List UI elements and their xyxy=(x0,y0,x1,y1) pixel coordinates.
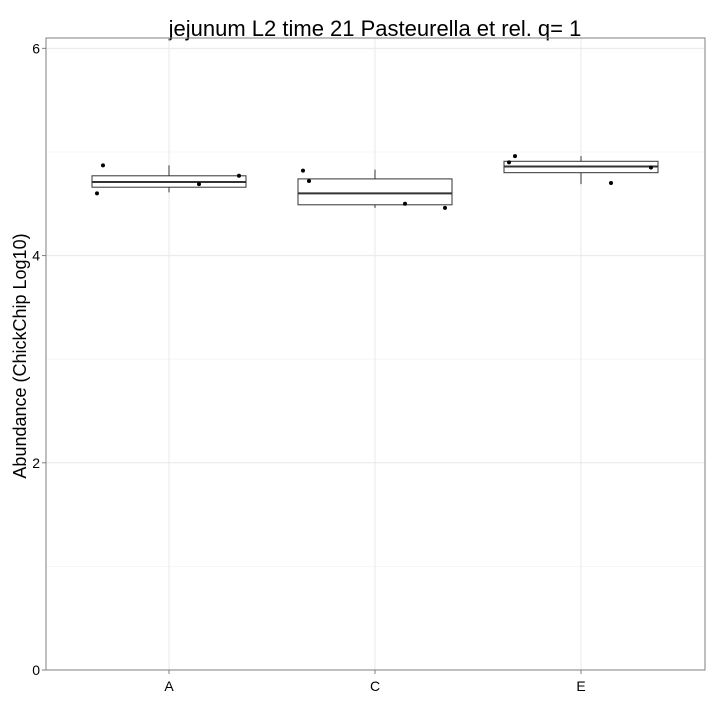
data-points xyxy=(95,154,653,210)
data-point xyxy=(237,173,241,178)
boxes xyxy=(91,156,659,208)
axis-ticks: 0 2 4 6 A C E xyxy=(32,40,585,694)
box-E xyxy=(503,156,659,185)
y-tick-label: 2 xyxy=(32,455,40,471)
data-point xyxy=(101,163,105,168)
chart-title: jejunum L2 time 21 Pasteurella et rel. q… xyxy=(168,16,582,41)
box-C xyxy=(297,169,453,208)
x-tick-label: C xyxy=(370,678,380,694)
data-point xyxy=(649,165,653,170)
y-tick-label: 0 xyxy=(32,662,40,678)
y-tick-label: 6 xyxy=(32,40,40,56)
data-point xyxy=(301,168,305,173)
data-point xyxy=(507,160,511,165)
x-tick-label: E xyxy=(576,678,585,694)
data-point xyxy=(95,191,99,196)
box-A xyxy=(91,165,247,193)
box-body xyxy=(297,178,453,206)
data-point xyxy=(197,182,201,187)
data-point xyxy=(443,205,447,210)
data-point xyxy=(403,201,407,206)
data-point xyxy=(513,154,517,159)
x-tick-label: A xyxy=(164,678,174,694)
data-point xyxy=(307,178,311,183)
y-axis-label: Abundance (ChickChip Log10) xyxy=(10,233,30,478)
y-tick-label: 4 xyxy=(32,248,40,264)
data-point xyxy=(609,181,613,186)
